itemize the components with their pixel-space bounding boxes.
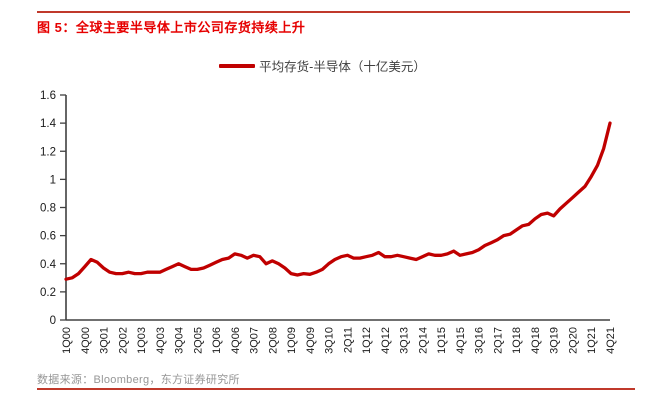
x-tick-label: 1Q21 (586, 327, 598, 354)
x-tick-label: 2Q05 (192, 327, 204, 354)
data-source-note: 数据来源：Bloomberg，东方证券研究所 (37, 374, 240, 386)
x-tick-label: 2Q20 (567, 327, 579, 354)
y-tick-label: 1.6 (40, 90, 56, 102)
x-tick-label: 1Q18 (511, 327, 523, 354)
x-tick-label: 1Q06 (211, 327, 223, 354)
x-tick-label: 1Q15 (436, 327, 448, 354)
x-tick-label: 4Q15 (455, 327, 467, 354)
x-tick-label: 2Q08 (267, 327, 279, 354)
x-tick-label: 2Q14 (417, 327, 429, 354)
x-tick-label: 2Q02 (117, 327, 129, 354)
x-tick-label: 3Q04 (174, 327, 186, 354)
y-tick-label: 0.2 (40, 287, 56, 299)
figure-title: 图 5：全球主要半导体上市公司存货持续上升 (37, 20, 306, 35)
series-line (64, 121, 612, 281)
x-tick-label: 4Q21 (605, 327, 617, 354)
x-tick-label: 4Q06 (230, 327, 242, 354)
y-tick-label: 0.4 (40, 259, 57, 271)
x-tick-label: 4Q00 (80, 327, 92, 354)
chart-legend: 平均存货-半导体（十亿美元） (0, 56, 645, 75)
x-tick-label: 1Q12 (361, 327, 373, 354)
x-tick-label: 4Q12 (380, 327, 392, 354)
legend-line-swatch (219, 63, 256, 68)
y-tick-label: 0.6 (40, 231, 56, 243)
x-tick-label: 3Q01 (99, 327, 111, 354)
x-tick-label: 3Q07 (249, 327, 261, 354)
x-tick-label: 4Q03 (155, 327, 167, 354)
x-tick-label: 4Q18 (530, 327, 542, 354)
y-tick-label: 1.2 (40, 146, 56, 158)
footer-bottom-rule (37, 388, 635, 390)
x-tick-label: 1Q09 (286, 327, 298, 354)
x-tick-label: 2Q17 (492, 327, 504, 354)
y-tick-label: 0.8 (40, 203, 56, 215)
x-tick-label: 1Q03 (136, 327, 148, 354)
x-tick-label: 3Q16 (474, 327, 486, 354)
x-tick-label: 1Q00 (61, 327, 73, 354)
x-tick-label: 3Q19 (549, 327, 561, 354)
title-top-rule (37, 11, 630, 13)
x-tick-label: 3Q10 (324, 327, 336, 354)
x-tick-label: 3Q13 (399, 327, 411, 354)
legend-label: 平均存货-半导体（十亿美元） (259, 60, 426, 74)
y-tick-label: 1.4 (40, 118, 57, 130)
y-tick-label: 0 (50, 315, 56, 327)
y-tick-label: 1 (50, 174, 56, 186)
x-tick-label: 4Q09 (305, 327, 317, 354)
x-tick-label: 2Q11 (342, 327, 354, 353)
